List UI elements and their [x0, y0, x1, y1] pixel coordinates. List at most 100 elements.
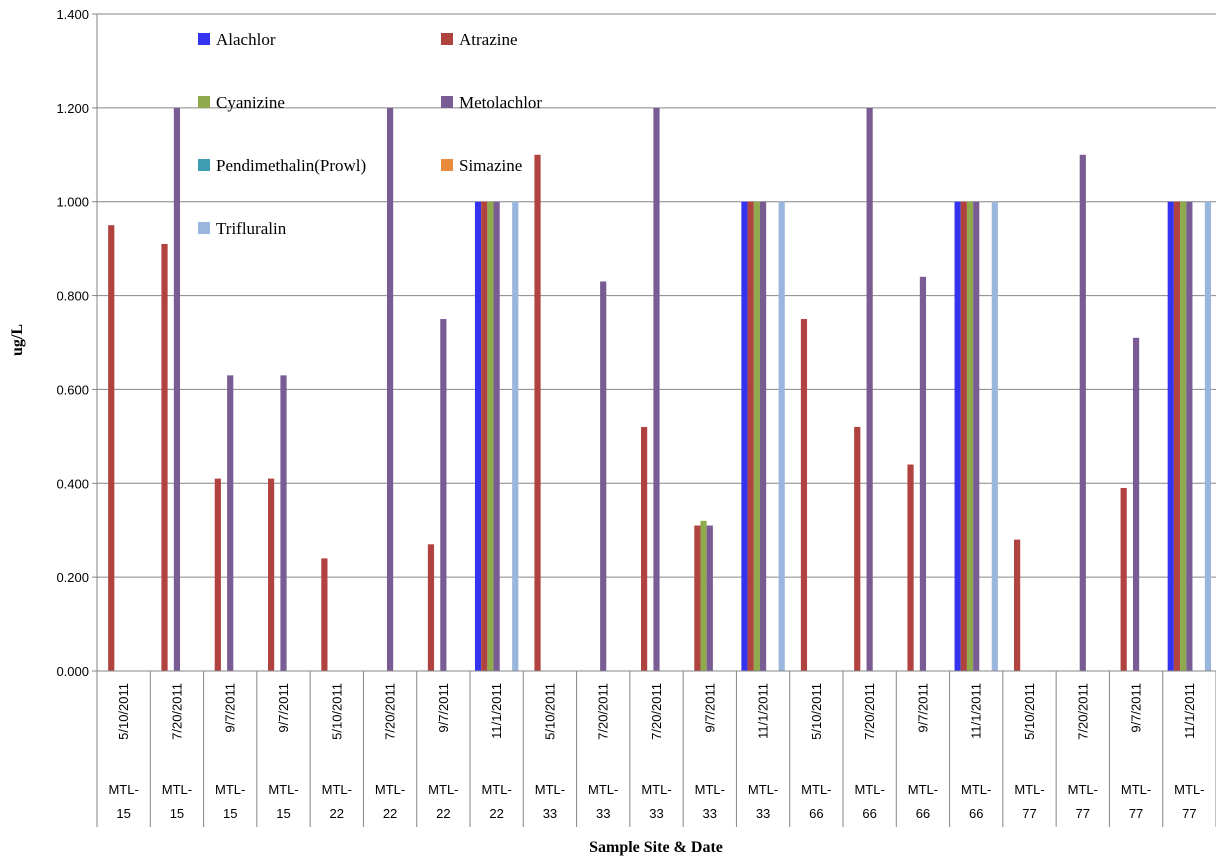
- bar-trifluralin: [1204, 201, 1212, 671]
- bar-cyanizine: [753, 201, 760, 671]
- x-tick-date: 5/10/2011: [809, 683, 824, 740]
- x-tick-site: MTL-: [375, 782, 405, 797]
- y-tick-label: 0.000: [56, 664, 89, 679]
- x-tick-date: 5/10/2011: [116, 683, 131, 740]
- x-tick-site: 66: [862, 806, 876, 821]
- bar-atrazine: [854, 426, 861, 671]
- x-tick-date: 11/1/2011: [969, 683, 984, 739]
- x-tick-site: MTL-: [695, 782, 725, 797]
- bar-trifluralin: [991, 201, 998, 671]
- x-tick-site: 33: [703, 806, 717, 821]
- x-tick-site: 66: [916, 806, 930, 821]
- x-tick-site: 22: [436, 806, 450, 821]
- x-tick-site: 22: [330, 806, 344, 821]
- legend-swatch: [441, 159, 453, 171]
- bar-metolachlor: [1132, 337, 1140, 671]
- x-tick-site: 33: [543, 806, 557, 821]
- legend-label: Cyanizine: [216, 93, 285, 112]
- bar-alachlor: [954, 201, 961, 671]
- legend-swatch: [441, 33, 453, 45]
- y-tick-label: 0.200: [56, 570, 89, 585]
- y-tick-label: 0.600: [56, 382, 89, 397]
- bar-atrazine: [907, 464, 914, 671]
- x-axis-title: Sample Site & Date: [589, 839, 723, 856]
- x-tick-site: 15: [223, 806, 237, 821]
- bar-atrazine: [1173, 201, 1181, 671]
- bar-atrazine: [427, 544, 435, 671]
- x-tick-site: MTL-: [1068, 782, 1098, 797]
- legend-label: Metolachlor: [459, 93, 542, 112]
- x-tick-site: 15: [170, 806, 184, 821]
- bar-atrazine: [960, 201, 967, 671]
- bar-atrazine: [694, 525, 701, 671]
- bar-trifluralin: [778, 201, 785, 671]
- bar-atrazine: [108, 225, 115, 671]
- y-tick-label: 1.200: [56, 101, 89, 116]
- x-tick-date: 7/20/2011: [596, 683, 611, 740]
- x-tick-site: 15: [116, 806, 130, 821]
- legend-label: Pendimethalin(Prowl): [216, 156, 366, 175]
- bar-metolachlor: [866, 107, 873, 672]
- x-tick-site: MTL-: [162, 782, 192, 797]
- bar-metolachlor: [919, 276, 927, 671]
- y-tick-label: 1.400: [56, 7, 89, 22]
- bar-cyanizine: [1180, 201, 1187, 671]
- bar-metolachlor: [1079, 154, 1086, 672]
- bar-cyanizine: [700, 520, 707, 671]
- bar-metolachlor: [173, 107, 181, 672]
- x-tick-site: 33: [756, 806, 770, 821]
- x-tick-site: 77: [1076, 806, 1090, 821]
- bar-atrazine: [800, 319, 808, 671]
- bar-metolachlor: [759, 201, 767, 671]
- x-tick-date: 9/7/2011: [223, 683, 238, 733]
- bar-alachlor: [1167, 201, 1174, 671]
- x-tick-site: MTL-: [481, 782, 511, 797]
- y-tick-label: 1.000: [56, 195, 89, 210]
- legend-label: Alachlor: [216, 30, 276, 49]
- x-tick-date: 7/20/2011: [1075, 683, 1090, 740]
- bar-metolachlor: [493, 201, 500, 671]
- x-tick-site: 33: [649, 806, 663, 821]
- bar-atrazine: [641, 426, 648, 671]
- bar-cyanizine: [487, 201, 494, 671]
- bar-metolachlor: [386, 107, 394, 672]
- bar-metolachlor: [653, 107, 660, 672]
- x-tick-date: 9/7/2011: [915, 683, 930, 733]
- x-tick-site: MTL-: [801, 782, 831, 797]
- bar-atrazine: [214, 478, 221, 671]
- x-tick-site: MTL-: [961, 782, 991, 797]
- x-tick-site: MTL-: [641, 782, 671, 797]
- bar-alachlor: [741, 201, 748, 671]
- bar-metolachlor: [1186, 201, 1193, 671]
- x-tick-date: 7/20/2011: [649, 683, 664, 740]
- x-tick-site: MTL-: [268, 782, 298, 797]
- x-tick-date: 5/10/2011: [1022, 683, 1037, 740]
- x-tick-site: MTL-: [108, 782, 138, 797]
- legend-swatch: [198, 222, 210, 234]
- x-tick-date: 7/20/2011: [169, 683, 184, 740]
- y-axis-title: ug/L: [9, 324, 26, 356]
- bar-trifluralin: [512, 201, 519, 671]
- x-tick-date: 11/1/2011: [489, 683, 504, 739]
- x-tick-site: MTL-: [428, 782, 458, 797]
- bar-metolachlor: [706, 525, 713, 671]
- legend-swatch: [198, 159, 210, 171]
- legend-swatch: [198, 33, 210, 45]
- legend-swatch: [198, 96, 210, 108]
- x-tick-site: MTL-: [854, 782, 884, 797]
- bar-atrazine: [481, 201, 488, 671]
- x-tick-site: 22: [383, 806, 397, 821]
- bar-atrazine: [747, 201, 754, 671]
- bar-metolachlor: [227, 375, 234, 671]
- bar-atrazine: [321, 558, 328, 671]
- bar-atrazine: [268, 478, 275, 671]
- y-axis-ticks: 0.000 0.200 0.400 0.600 0.800 1.000 1.200 1.400: [56, 7, 89, 679]
- bar-metolachlor: [973, 201, 980, 671]
- x-tick-date: 9/7/2011: [436, 683, 451, 733]
- x-tick-site: MTL-: [1014, 782, 1044, 797]
- bar-atrazine: [1014, 539, 1021, 671]
- x-tick-date: 7/20/2011: [862, 683, 877, 740]
- bar-metolachlor: [600, 281, 607, 671]
- bar-atrazine: [1120, 487, 1127, 671]
